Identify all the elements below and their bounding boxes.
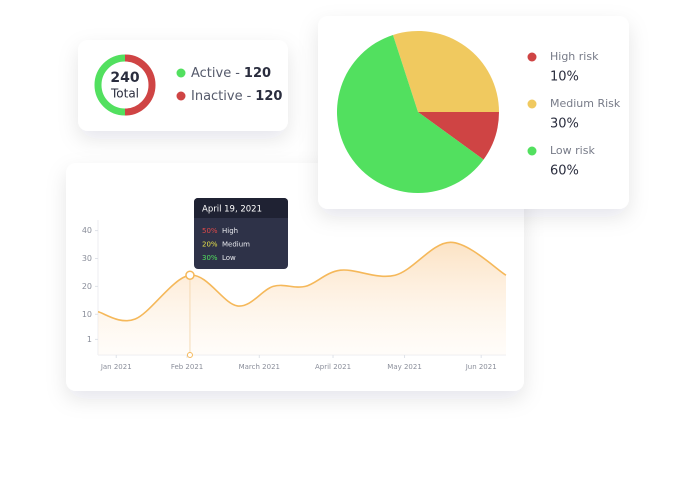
y-tick-label: 1 (87, 335, 92, 344)
legend-value: 120 (244, 66, 271, 81)
tooltip-name: Medium (222, 241, 250, 249)
donut-total: 240 (110, 70, 139, 86)
legend-separator: - (235, 66, 240, 81)
focus-x-marker (186, 352, 193, 358)
donut-segment (124, 54, 156, 116)
x-tick-label: Jan 2021 (100, 363, 132, 371)
line (97, 241, 507, 322)
tooltip-title: April 19, 2021 (202, 205, 262, 215)
y-tick-label: 10 (82, 310, 92, 319)
donut-segment (94, 54, 126, 116)
x-tick-label: May 2021 (387, 363, 422, 371)
legend-value: 10% (550, 70, 579, 85)
legend-value: 120 (255, 89, 282, 104)
x-tick-label: March 2021 (239, 363, 280, 371)
tooltip-name: High (222, 227, 238, 235)
legend-name: High risk (550, 50, 599, 63)
legend-dot (176, 68, 186, 78)
x-tick-label: April 2021 (315, 363, 351, 371)
legend-name: Medium Risk (550, 97, 621, 110)
legend-dot (176, 91, 186, 101)
focus-point (185, 270, 195, 280)
pie-slice (336, 34, 484, 194)
y-tick-label: 30 (82, 254, 92, 263)
legend-separator: - (247, 89, 252, 104)
tooltip-value: 20% (202, 241, 218, 249)
tooltip-name: Low (222, 254, 236, 262)
y-tick-label: 20 (82, 282, 92, 291)
legend-value: 60% (550, 164, 579, 179)
legend-name: Active (191, 66, 231, 81)
legend-entry: Inactive -120 (191, 89, 282, 104)
x-tick-label: Jun 2021 (465, 363, 497, 371)
tooltip-header (194, 198, 288, 218)
legend-dot (527, 99, 537, 109)
pie-slice (392, 31, 499, 113)
legend-value: 30% (550, 117, 579, 132)
donut-total-label: Total (110, 87, 139, 101)
line-chart: 1 10 20 30 40 Jan 2021 Feb 2021 March 2021 April… (82, 198, 507, 371)
legend-entry: Active -120 (191, 66, 271, 81)
area (98, 242, 506, 355)
legend-dot (527, 146, 537, 156)
legend-dot (527, 52, 537, 62)
tooltip-value: 50% (202, 227, 218, 235)
legend-name: Low risk (550, 144, 595, 157)
y-tick-label: 40 (82, 226, 92, 235)
tooltip-value: 30% (202, 254, 218, 262)
pie-chart: High risk 10% Medium Risk 30% Low risk 60% (336, 31, 621, 194)
x-tick-label: Feb 2021 (171, 363, 203, 371)
legend-name: Inactive (191, 89, 243, 104)
pie-slice (418, 112, 499, 160)
